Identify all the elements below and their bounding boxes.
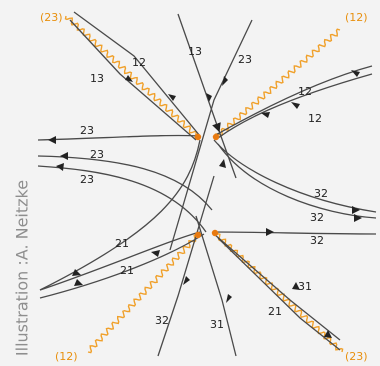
trajectory-21-lower-a: [39, 231, 201, 291]
label-21: 21: [115, 237, 129, 250]
trajectory-32-right-a: [213, 139, 377, 213]
label-21: 21: [268, 305, 282, 318]
label-23: 23: [80, 173, 94, 186]
label-23: 23: [90, 148, 104, 161]
arrowheads: [48, 70, 362, 338]
arrowhead: [292, 282, 300, 290]
arrowhead: [151, 250, 160, 257]
label-32: 32: [310, 211, 324, 224]
label-32: 32: [314, 187, 328, 200]
branch-point: [194, 133, 202, 141]
label-13: 13: [90, 72, 104, 85]
trajectory-13: [177, 13, 237, 179]
illustration-credit: Illustration :A. Neitzke: [12, 179, 32, 357]
trajectory-21-lower-right: [217, 237, 341, 351]
label-23: 23: [80, 124, 94, 137]
arrowhead: [168, 94, 176, 101]
arrowhead: [125, 75, 133, 82]
arrowhead: [291, 102, 300, 109]
arrowhead: [219, 159, 226, 168]
branch-point: [211, 229, 219, 237]
trajectory-21-lower-b: [39, 233, 205, 299]
label-12: 12: [298, 85, 312, 98]
label-32: 32: [310, 234, 324, 247]
arrowhead: [266, 228, 274, 236]
trajectory-32-lower: [157, 175, 215, 357]
arrowhead: [48, 136, 56, 144]
trajectory-23-vertical: [169, 19, 253, 251]
label-31: 31: [298, 280, 312, 293]
branch-point: [212, 133, 220, 141]
branch-cut-wavy-line: [87, 234, 200, 354]
label-23: 23: [238, 53, 252, 66]
label-23-bottom-right: (23): [345, 350, 368, 363]
arrowhead: [72, 269, 81, 276]
label-23-top-left: (23): [40, 11, 63, 24]
trajectory-21-from-center: [39, 139, 201, 291]
trajectory-32-right-c: [213, 231, 377, 235]
trajectory-23-left-b: [37, 155, 213, 211]
arrowhead: [226, 294, 232, 303]
arrowhead: [183, 276, 190, 285]
arrowhead: [56, 163, 64, 171]
label-31: 31: [210, 318, 224, 331]
arrowhead: [60, 152, 68, 160]
trajectory-12-top-left: [73, 11, 201, 137]
arrowhead: [206, 93, 212, 102]
trajectory-23-left-a: [37, 134, 199, 141]
arrowhead: [352, 206, 360, 214]
label-13: 13: [188, 45, 202, 58]
label-12: 12: [132, 56, 146, 69]
trajectory-13-top-left: [69, 19, 197, 141]
branch-cut-wavy-line: [214, 28, 341, 137]
trajectory-31-lower: [195, 215, 237, 357]
label-32: 32: [155, 314, 169, 327]
label-21: 21: [120, 264, 134, 277]
branch-cut-wavy-line: [64, 15, 198, 139]
arrowhead: [351, 70, 360, 77]
label-12-bottom-left: (12): [55, 350, 78, 363]
label-12: 12: [308, 112, 322, 125]
branch-point: [194, 231, 202, 239]
trajectory-23-left-c: [37, 165, 207, 233]
arrowhead: [261, 112, 270, 118]
label-12-top-right: (12): [345, 11, 368, 24]
trajectory-31-lower-right: [213, 233, 341, 341]
arrowhead: [222, 76, 228, 86]
trajectory-12-right: [217, 73, 373, 139]
arrowhead: [324, 330, 332, 338]
arrowhead: [74, 279, 83, 286]
arrowhead: [354, 214, 362, 222]
